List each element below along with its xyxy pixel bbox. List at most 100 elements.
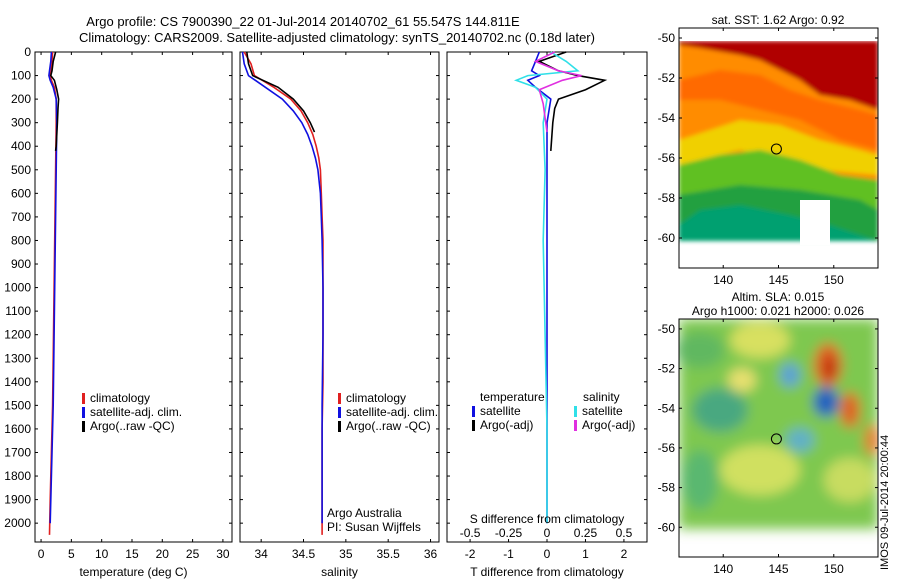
temperature-panel: 0100200300400500600700800900100011001200… <box>4 45 233 579</box>
y-tick-label: -54 <box>658 401 676 415</box>
legend-entry: Argo(..raw -QC) <box>90 419 175 433</box>
y-tick-label: 1800 <box>4 469 31 483</box>
x-tick-label: -1 <box>503 547 514 561</box>
series-line <box>533 51 582 133</box>
credit-org: Argo Australia <box>327 506 402 520</box>
sla-map-panel: -50 -52 -54 -56 -58 -60 140 145 150 <box>658 318 879 576</box>
y-tick-label: 600 <box>11 186 31 200</box>
y-tick-label: 300 <box>11 116 31 130</box>
series-line <box>241 51 324 524</box>
legend-entry: climatology <box>346 391 406 405</box>
x-tick-label: 10 <box>95 547 109 561</box>
y-tick-label: 1000 <box>4 281 31 295</box>
x-tick-label: 140 <box>713 273 733 287</box>
series-line <box>246 51 316 133</box>
sst-map-panel: -50 -52 -54 -56 -58 -60 140 145 150 <box>658 27 879 287</box>
x-tick-label: 25 <box>186 547 200 561</box>
legend-swatch <box>338 393 341 404</box>
x-tick-label: 30 <box>216 547 230 561</box>
y-tick-label: -50 <box>658 31 676 45</box>
y-tick-label: -54 <box>658 111 676 125</box>
y-tick-label: 500 <box>11 163 31 177</box>
x-top-tick-label: 0.25 <box>574 526 598 540</box>
imos-stamp: IMOS 09-Jul-2014 20:00:44 <box>879 435 891 570</box>
x-top-axis-label: S difference from climatology <box>470 512 625 526</box>
y-tick-label: -60 <box>658 231 676 245</box>
x-tick-label: 35.5 <box>377 547 401 561</box>
legend-entry: satellite-adj. clim. <box>346 405 438 419</box>
y-tick-label: -60 <box>658 520 676 534</box>
legend-entry: satellite <box>582 404 623 418</box>
sla-argo-marker <box>770 433 782 445</box>
legend-swatch <box>574 406 577 417</box>
y-tick-label: -56 <box>658 441 676 455</box>
legend-swatch <box>82 393 85 404</box>
sst-argo-marker <box>770 143 782 155</box>
x-tick-label: 140 <box>713 562 733 576</box>
y-tick-label: 1900 <box>4 493 31 507</box>
x-tick-label: 145 <box>768 562 788 576</box>
sla-map-title-line2: Argo h1000: 0.021 h2000: 0.026 <box>692 304 864 318</box>
legend-swatch <box>82 421 85 432</box>
legend-entry: Argo(-adj) <box>582 418 635 432</box>
x-tick-label: 150 <box>824 273 844 287</box>
x-axis-label: T difference from climatology <box>470 565 624 579</box>
legend-title: salinity <box>583 390 620 404</box>
y-tick-label: 800 <box>11 233 31 247</box>
legend-entry: Argo(-adj) <box>480 418 533 432</box>
x-top-tick-label: -0.25 <box>495 526 523 540</box>
x-tick-label: 145 <box>768 273 788 287</box>
figure-title: Argo profile: CS 7900390_22 01-Jul-2014 … <box>86 14 520 29</box>
sst-map-title: sat. SST: 1.62 Argo: 0.92 <box>712 13 845 27</box>
x-tick-label: 0 <box>544 547 551 561</box>
x-tick-label: 1 <box>582 547 589 561</box>
y-tick-label: 1300 <box>4 351 31 365</box>
y-tick-label: 200 <box>11 92 31 106</box>
x-tick-label: 0 <box>38 547 45 561</box>
figure-subtitle: Climatology: CARS2009. Satellite-adjuste… <box>79 30 595 45</box>
y-tick-label: 900 <box>11 257 31 271</box>
x-axis-label: temperature (deg C) <box>79 565 187 579</box>
series-line <box>513 51 580 524</box>
y-tick-label: 1600 <box>4 422 31 436</box>
legend-swatch <box>338 421 341 432</box>
legend-swatch <box>472 406 475 417</box>
x-tick-label: 2 <box>621 547 628 561</box>
series-line <box>49 51 60 152</box>
series-line <box>526 51 552 524</box>
x-tick-label: 34 <box>254 547 268 561</box>
y-tick-label: -58 <box>658 481 676 495</box>
y-tick-label: -56 <box>658 151 676 165</box>
credit-pi: PI: Susan Wijffels <box>327 520 421 534</box>
legend-swatch <box>338 407 341 418</box>
legend-entry: Argo(..raw -QC) <box>346 419 431 433</box>
x-axis-label: salinity <box>321 565 358 579</box>
y-tick-label: 2000 <box>4 516 31 530</box>
x-tick-label: 15 <box>125 547 139 561</box>
legend-entry: satellite <box>480 404 521 418</box>
x-top-tick-label: 0 <box>544 526 551 540</box>
sst-land-gap <box>800 200 830 245</box>
plot-frame <box>239 51 440 543</box>
x-tick-label: 36 <box>424 547 438 561</box>
sla-map-title-line1: Altim. SLA: 0.015 <box>732 290 825 304</box>
plot-frame <box>34 51 233 543</box>
series-line <box>48 51 58 524</box>
y-tick-label: 400 <box>11 139 31 153</box>
sst-field <box>679 41 878 241</box>
difference-panel: -2 -1 0 1 2 T difference from climatology -0.5… <box>446 51 648 579</box>
x-top-tick-label: -0.5 <box>460 526 481 540</box>
y-tick-label: 700 <box>11 210 31 224</box>
legend-entry: satellite-adj. clim. <box>90 405 182 419</box>
y-tick-label: -52 <box>658 71 676 85</box>
y-tick-label: -52 <box>658 362 676 376</box>
legend-swatch <box>82 407 85 418</box>
legend-swatch <box>472 420 475 431</box>
x-tick-label: -2 <box>465 547 476 561</box>
x-tick-label: 35 <box>339 547 353 561</box>
legend-swatch <box>574 420 577 431</box>
y-tick-label: 1200 <box>4 328 31 342</box>
y-tick-label: 1500 <box>4 398 31 412</box>
x-tick-label: 5 <box>68 547 75 561</box>
